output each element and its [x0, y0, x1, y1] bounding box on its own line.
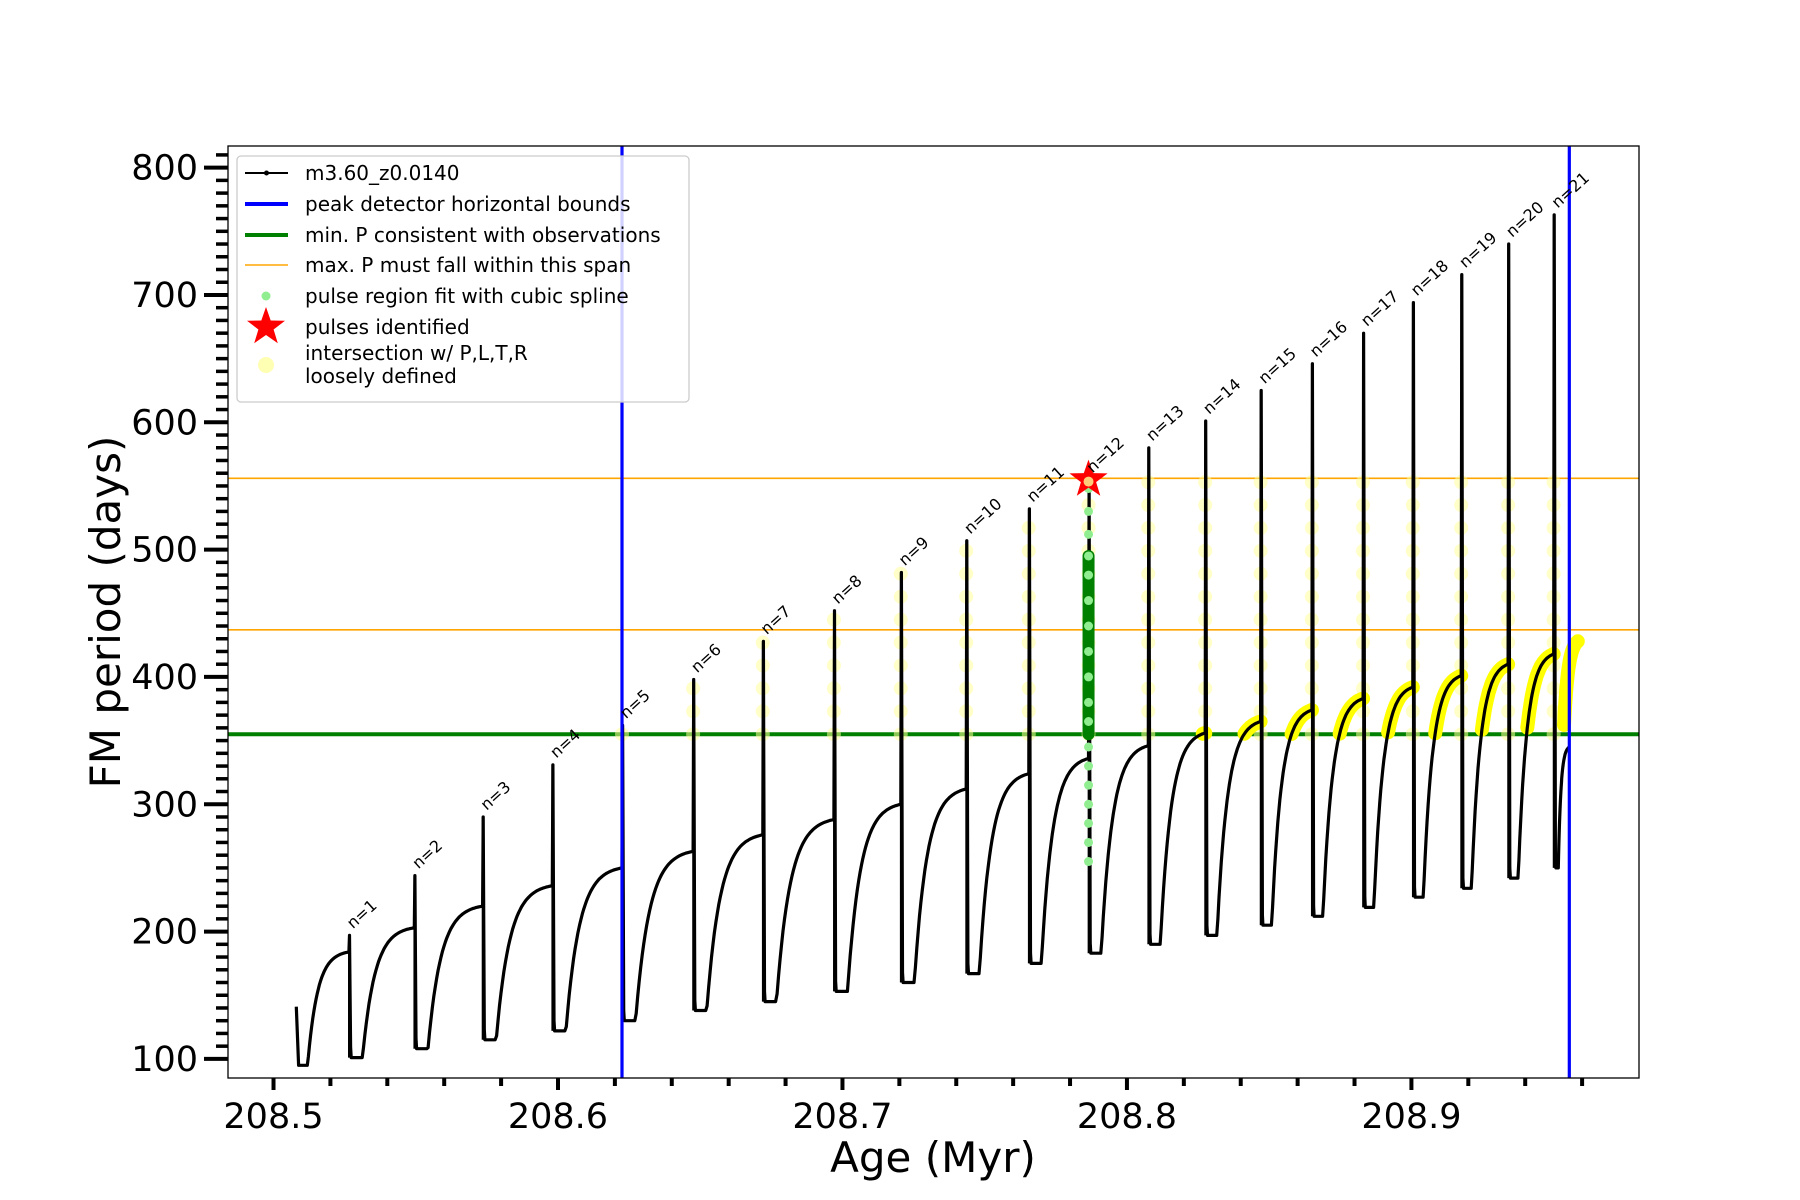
pulse-fit-point: [1084, 621, 1094, 631]
legend-label-3: min. P consistent with observations: [305, 223, 661, 247]
pulse-fit-point: [1084, 780, 1094, 790]
pulse-fit-point: [1084, 551, 1094, 561]
pulse-fit-point: [1084, 857, 1094, 867]
legend-label-4: max. P must fall within this span: [305, 253, 631, 277]
pulse-fit-point: [1084, 529, 1094, 539]
y-tick-label: 800: [131, 149, 198, 189]
legend-key-5: [261, 291, 271, 301]
y-tick-label: 300: [131, 785, 198, 825]
legend-key-6: [247, 307, 285, 344]
x-tick-label: 208.8: [1077, 1097, 1177, 1137]
pulse-fit-point: [1084, 837, 1094, 847]
y-tick-label: 200: [131, 913, 198, 953]
legend-label-2: peak detector horizontal bounds: [305, 192, 631, 216]
y-tick-label: 500: [131, 531, 198, 571]
pulse-identified-center: [1083, 476, 1094, 487]
y-axis-label: FM period (days): [81, 436, 130, 789]
pulse-fit-point: [1084, 672, 1094, 682]
pulse-fit-point: [1084, 742, 1094, 752]
x-tick-label: 208.9: [1361, 1097, 1461, 1137]
y-tick-label: 400: [131, 658, 198, 698]
legend-label-7: intersection w/ P,L,T,R: [305, 341, 528, 365]
legend-label-7-line2: loosely defined: [305, 364, 457, 388]
legend-label-1: m3.60_z0.0140: [305, 161, 460, 185]
pulse-fit-point: [1084, 506, 1094, 516]
y-tick-label: 100: [131, 1040, 198, 1080]
legend-box: [236, 155, 690, 403]
pulse-fit-point: [1084, 570, 1094, 580]
pulse-fit-point: [1084, 799, 1094, 809]
y-tick-label: 600: [131, 403, 198, 443]
pulse-fit-point: [1084, 646, 1094, 656]
pulse-fit-point: [1084, 818, 1094, 828]
pulse-fit-point: [1084, 596, 1094, 606]
legend-label-5: pulse region fit with cubic spline: [305, 284, 629, 308]
x-tick-label: 208.7: [792, 1097, 892, 1137]
legend-key-7: [258, 357, 274, 373]
y-tick-label: 700: [131, 276, 198, 316]
pulse-fit-point: [1084, 716, 1094, 726]
pulse-fit-point: [1084, 761, 1094, 771]
legend-label-6: pulses identified: [305, 315, 470, 339]
legend-key-1-marker: [264, 170, 269, 176]
x-axis-label: Age (Myr): [830, 1133, 1036, 1182]
pulse-fit-point: [1084, 697, 1094, 707]
x-tick-label: 208.5: [223, 1097, 323, 1137]
intersection-arc-n21: [1557, 634, 1585, 732]
x-tick-label: 208.6: [508, 1097, 608, 1137]
